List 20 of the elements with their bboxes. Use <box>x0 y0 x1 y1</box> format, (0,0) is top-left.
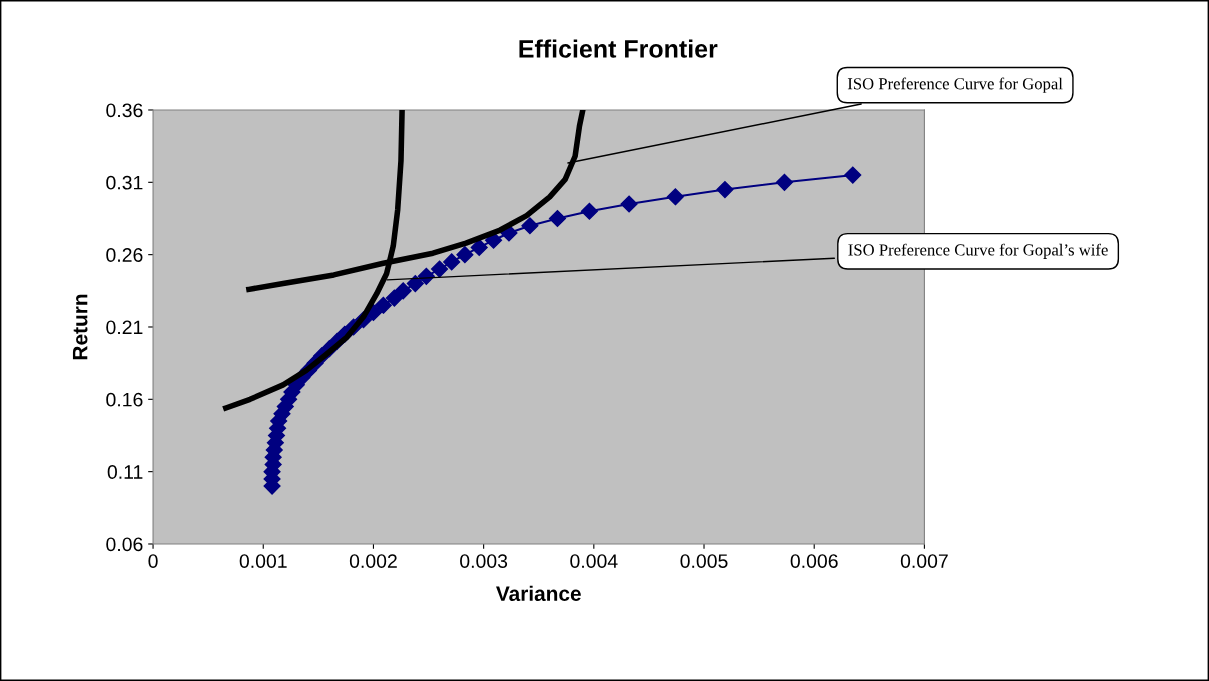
x-tick-label: 0.006 <box>790 554 838 568</box>
y-tick-label: 0.21 <box>106 320 143 335</box>
y-tick-label: 0.11 <box>107 465 143 479</box>
x-tick-label: 0.002 <box>349 554 397 568</box>
x-tick-label: 0.007 <box>900 554 948 568</box>
x-tick-label: 0.005 <box>680 554 728 568</box>
y-axis-title: Return <box>72 294 88 360</box>
x-tick-label: 0.003 <box>460 554 508 568</box>
x-tick-label: 0.001 <box>239 554 287 568</box>
y-tick-label: 0.31 <box>106 175 143 190</box>
annotation: ISO Preference Curve for Gopal <box>847 77 1063 93</box>
annotation: ISO Preference Curve for Gopal’s wife <box>848 243 1108 259</box>
x-tick-label: 0.004 <box>570 554 618 568</box>
x-axis-title: Variance <box>496 585 581 602</box>
y-tick-label: 0.26 <box>106 248 143 262</box>
y-tick-label: 0.16 <box>106 392 143 407</box>
y-tick-label: 0.06 <box>106 537 143 552</box>
chart-title: Efficient Frontier <box>519 39 718 58</box>
x-tick-label: 0 <box>148 554 158 568</box>
y-tick-label: 0.36 <box>106 103 143 118</box>
